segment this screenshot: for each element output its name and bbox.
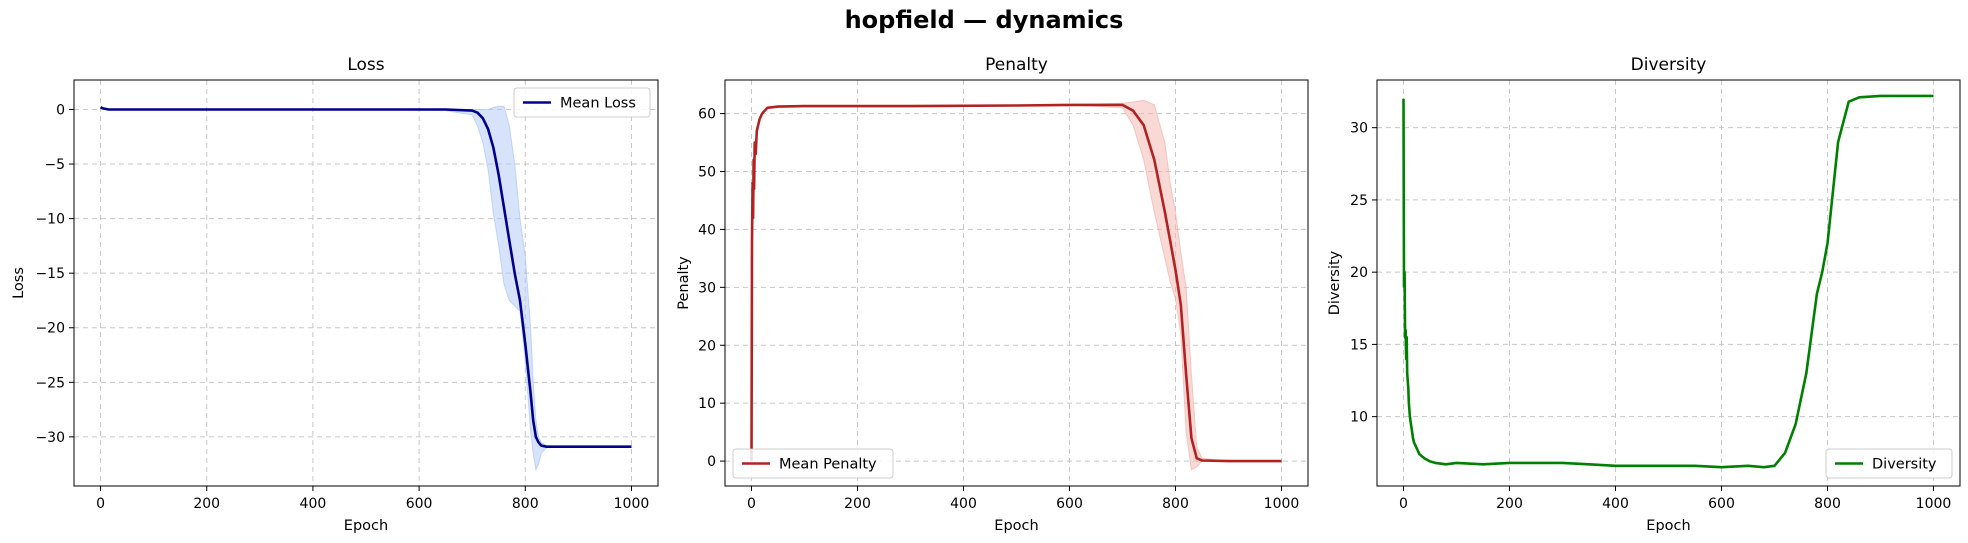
legend-label: Mean Loss (560, 96, 636, 112)
x-tick-label: 800 (1814, 496, 1841, 512)
x-axis-label: Epoch (1646, 518, 1690, 534)
x-tick-label: 0 (96, 496, 105, 512)
legend-box (732, 448, 894, 479)
x-tick-label: 0 (1399, 496, 1408, 512)
std-band (751, 99, 1282, 471)
y-tick-label: 50 (698, 165, 716, 181)
y-tick-label: −20 (35, 321, 65, 337)
y-tick-label: 15 (1350, 337, 1368, 353)
y-tick-label: 20 (1350, 265, 1368, 281)
y-tick-label: 60 (698, 107, 716, 123)
legend: Diversity (1825, 448, 1953, 479)
y-tick-label: 30 (698, 280, 716, 296)
legend: Mean Loss (513, 87, 651, 118)
diversity-panel: 0 200 400 600 800 1000 10 15 20 25 30 Diversity Epoc… (1327, 55, 1961, 534)
chart-title: Loss (347, 55, 384, 75)
x-tick-label: 200 (844, 496, 871, 512)
legend-box (1825, 448, 1953, 479)
y-tick-label: 10 (1350, 410, 1368, 426)
legend-box (513, 87, 651, 118)
x-tick-label: 400 (300, 496, 327, 512)
y-tick-label: 30 (1350, 121, 1368, 137)
loss-series-line (100, 106, 632, 449)
x-axis-label: Epoch (344, 518, 388, 534)
y-axis-label: Loss (11, 267, 27, 299)
y-tick-label: 40 (698, 222, 716, 238)
x-tick-label: 0 (747, 496, 756, 512)
std-band (100, 105, 632, 472)
y-tick-label: −5 (44, 157, 65, 173)
x-tick-label: 400 (1602, 496, 1629, 512)
y-tick-label: 20 (698, 338, 716, 354)
penalty-series-line (750, 103, 1282, 463)
x-tick-label: 200 (1496, 496, 1523, 512)
legend-label: Mean Penalty (779, 457, 877, 473)
y-tick-label: 0 (56, 102, 65, 118)
x-tick-label: 1000 (614, 496, 650, 512)
y-tick-label: 25 (1350, 193, 1368, 209)
y-axis-label: Diversity (1327, 250, 1343, 315)
x-tick-label: 600 (1708, 496, 1735, 512)
plot-frame (724, 79, 1309, 487)
legend-label: Diversity (1872, 457, 1937, 473)
legend: Mean Penalty (732, 448, 894, 479)
y-tick-label: −25 (35, 375, 65, 391)
plot-frame (73, 79, 659, 487)
y-tick-label: −15 (35, 266, 65, 282)
y-tick-label: 10 (698, 396, 716, 412)
chart-title: Penalty (985, 55, 1048, 75)
x-tick-label: 800 (1162, 496, 1189, 512)
x-tick-label: 800 (512, 496, 539, 512)
chart-title: Diversity (1631, 55, 1707, 75)
x-tick-label: 1000 (1916, 496, 1952, 512)
y-tick-label: −10 (35, 212, 65, 228)
x-tick-label: 400 (950, 496, 977, 512)
loss-panel: 0 200 400 600 800 1000 0 −5 −10 −15 −20 −25 −30 Loss E… (11, 55, 659, 534)
y-axis-label: Penalty (676, 256, 692, 310)
figure-title: hopfield — dynamics (844, 6, 1124, 34)
x-axis-label: Epoch (994, 518, 1038, 534)
x-tick-label: 600 (1056, 496, 1083, 512)
x-tick-label: 200 (193, 496, 220, 512)
y-tick-label: 0 (707, 454, 716, 470)
penalty-panel: 0 200 400 600 800 1000 0 10 20 30 40 50 60 Penalty Epo… (676, 55, 1309, 534)
x-tick-label: 600 (406, 496, 433, 512)
diversity-series-line (1402, 94, 1934, 469)
plot-frame (1376, 79, 1961, 487)
y-tick-label: −30 (35, 430, 65, 446)
x-tick-label: 1000 (1264, 496, 1300, 512)
